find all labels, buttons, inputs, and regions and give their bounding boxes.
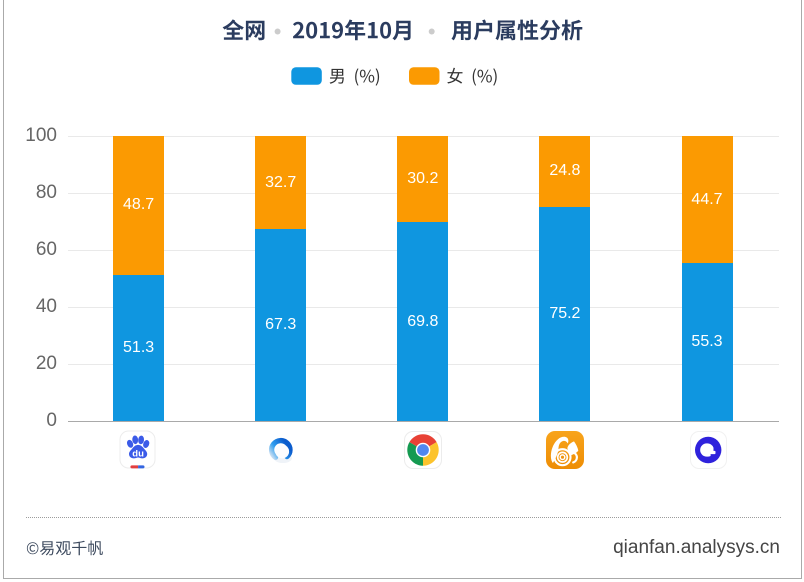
svg-text:du: du xyxy=(132,449,144,460)
